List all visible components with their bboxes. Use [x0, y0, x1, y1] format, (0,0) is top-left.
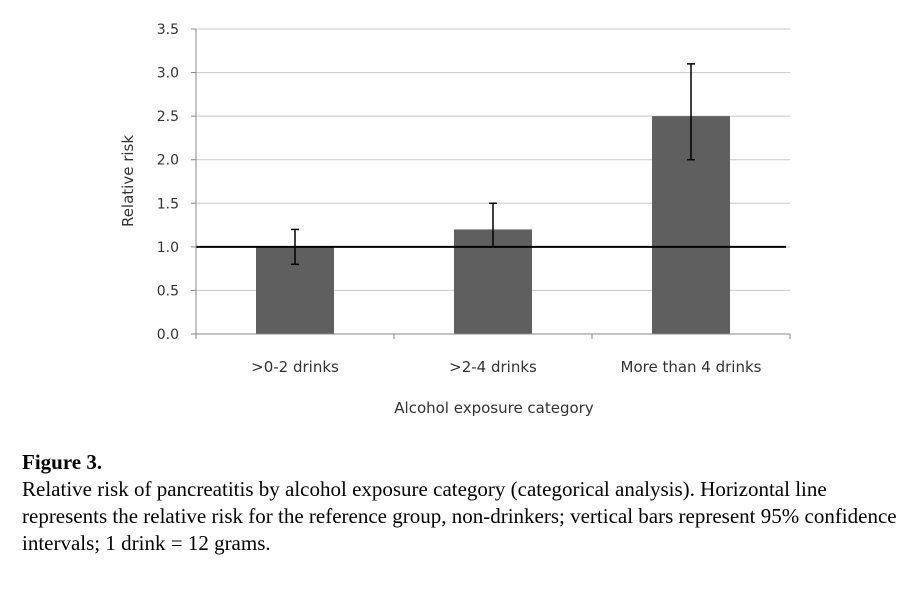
- axes: [191, 28, 791, 339]
- x-axis-title: Alcohol exposure category: [394, 399, 594, 417]
- y-axis-title: Relative risk: [119, 135, 137, 227]
- y-tick-label: 0.5: [157, 283, 179, 299]
- y-tick-label: 3.5: [157, 22, 179, 38]
- y-tick-label: 1.5: [157, 196, 179, 212]
- y-tick-labels: 0.0 0.5 1.0 1.5 2.0 2.5 3.0 3.5: [157, 22, 179, 343]
- caption-text: Relative risk of pancreatitis by alcohol…: [22, 477, 897, 555]
- x-tick-label: >0-2 drinks: [251, 358, 339, 376]
- caption-label: Figure 3.: [22, 450, 103, 474]
- x-tick-label: >2-4 drinks: [449, 358, 537, 376]
- y-tick-label: 1.0: [157, 240, 179, 256]
- y-tick-label: 0.0: [157, 327, 179, 343]
- figure-caption: Figure 3. Relative risk of pancreatitis …: [22, 449, 902, 557]
- bar-chart: 0.0 0.5 1.0 1.5 2.0 2.5 3.0 3.5 >0-2 drinks >2-4…: [119, 22, 791, 417]
- y-tick-label: 2.0: [157, 153, 179, 169]
- x-tick-label: More than 4 drinks: [621, 358, 762, 376]
- y-tick-label: 3.0: [157, 66, 179, 82]
- error-bars: [291, 63, 695, 266]
- x-tick-labels: >0-2 drinks >2-4 drinks More than 4 drinks: [251, 358, 762, 376]
- y-tick-label: 2.5: [157, 109, 179, 125]
